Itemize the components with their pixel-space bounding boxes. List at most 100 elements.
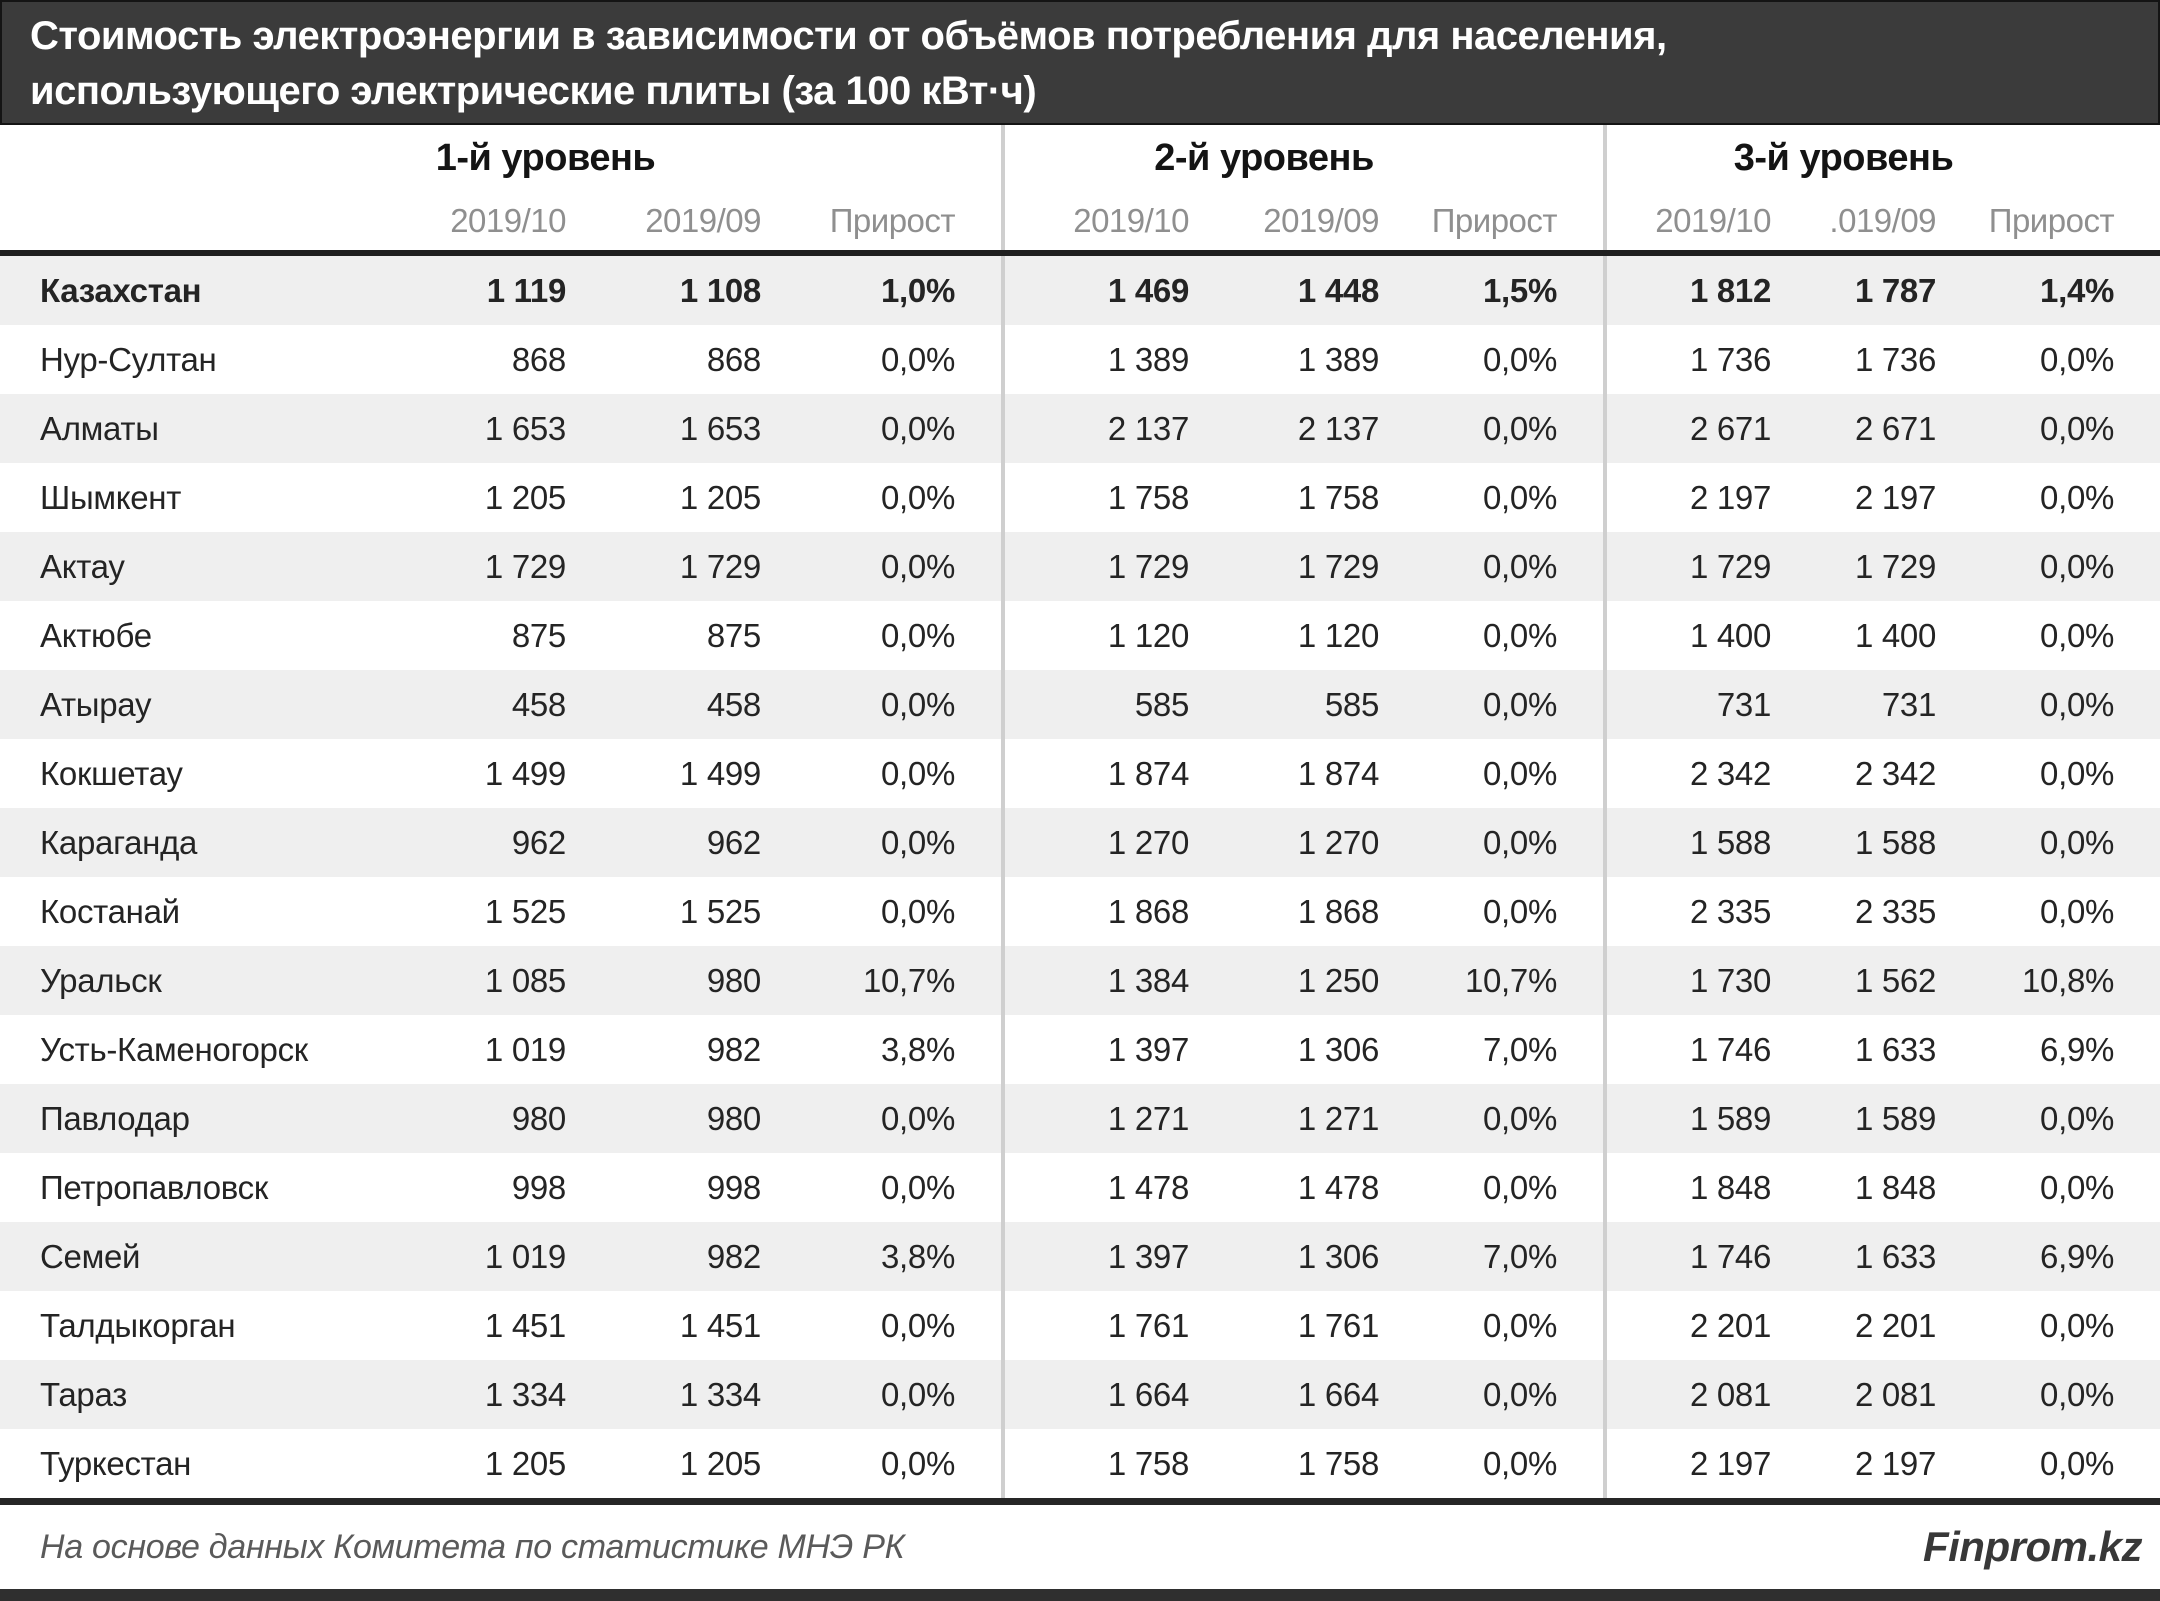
price-cell: 1 761 (1297, 1306, 1380, 1344)
table-row: Казахстан 1 119 1 108 1,0% 1 469 1 448 1,5% 1 8… (0, 253, 2160, 326)
growth-cell: 0,0% (1483, 892, 1558, 930)
table-row: Шымкент 1 205 1 205 0,0% 1 758 1 758 0,0% 2 197… (0, 463, 2160, 533)
price-cell: 1 664 (1297, 1375, 1380, 1413)
price-cell: 1 397 (1001, 1222, 1204, 1292)
region-label: Уральск (40, 961, 162, 999)
price-cell: 1 478 (1001, 1153, 1204, 1223)
price-cell: 1 664 (1001, 1360, 1204, 1430)
col-header-l2-sep: 2019/09 (1203, 191, 1394, 257)
col-header-l1-growth: Прирост (775, 191, 1004, 257)
price-cell: 868 (706, 340, 761, 378)
price-cell: 1 588 (1854, 823, 1937, 861)
price-cell: 458 (511, 685, 566, 723)
price-cell: 1 758 (1001, 1429, 1204, 1502)
growth-cell: 0,0% (880, 1375, 956, 1413)
growth-cell: 0,0% (1483, 823, 1558, 861)
table-body: Казахстан 1 119 1 108 1,0% 1 469 1 448 1,5% 1 8… (0, 253, 2160, 1502)
price-cell: 1 120 (1001, 601, 1204, 671)
price-cell: 1 758 (1001, 463, 1204, 533)
growth-cell: 0,0% (880, 547, 956, 585)
price-cell: 1 848 (1603, 1153, 1786, 1223)
price-cell: 980 (511, 1099, 566, 1137)
table-row: Петропавловск 998 998 0,0% 1 478 1 478 0,0% 1 8… (0, 1153, 2160, 1223)
growth-cell: 0,0% (1483, 1375, 1558, 1413)
price-cell: 458 (706, 685, 761, 723)
price-cell: 2 197 (1603, 463, 1786, 533)
price-cell: 1 525 (679, 892, 761, 930)
table-title-line2: использующего электрические плиты (за 10… (30, 69, 1037, 113)
price-cell: 1 451 (679, 1306, 761, 1344)
source-note: На основе данных Комитета по статистике … (40, 1527, 905, 1566)
col-header-l3-oct: 2019/10 (1603, 191, 1786, 257)
growth-cell: 0,0% (880, 754, 956, 792)
table-row: Актау 1 729 1 729 0,0% 1 729 1 729 0,0% 1 729 1 … (0, 532, 2160, 602)
price-cell: 1 271 (1297, 1099, 1380, 1137)
table-row: Алматы 1 653 1 653 0,0% 2 137 2 137 0,0% 2 671 2… (0, 394, 2160, 464)
region-label: Казахстан (40, 271, 202, 309)
growth-cell: 0,0% (2040, 340, 2115, 378)
growth-cell: 0,0% (1483, 409, 1558, 447)
region-label: Костанай (40, 892, 180, 930)
col-header-l1-sep: 2019/09 (580, 191, 775, 257)
price-cell: 1 736 (1603, 325, 1786, 395)
growth-cell: 0,0% (880, 1306, 956, 1344)
growth-cell: 3,8% (880, 1030, 956, 1068)
price-cell: 585 (1001, 670, 1204, 740)
price-cell: 1 868 (1001, 877, 1204, 947)
price-cell: 1 729 (1603, 532, 1786, 602)
price-cell: 1 389 (1001, 325, 1204, 395)
growth-cell: 0,0% (880, 1099, 956, 1137)
region-label: Павлодар (40, 1099, 190, 1137)
price-cell: 1 205 (484, 1444, 566, 1482)
price-cell: 2 201 (1603, 1291, 1786, 1361)
table-row: Туркестан 1 205 1 205 0,0% 1 758 1 758 0,0% 2 1… (0, 1429, 2160, 1502)
price-cell: 1 270 (1297, 823, 1380, 861)
growth-cell: 0,0% (2040, 1375, 2115, 1413)
title-bar: Стоимость электроэнергии в зависимости о… (0, 0, 2160, 126)
table-row: Костанай 1 525 1 525 0,0% 1 868 1 868 0,0% 2 33… (0, 877, 2160, 947)
price-cell: 2 201 (1854, 1306, 1937, 1344)
table-row: Уральск 1 085 980 10,7% 1 384 1 250 10,7% 1 730… (0, 946, 2160, 1016)
table-row: Актюбе 875 875 0,0% 1 120 1 120 0,0% 1 400 1 400… (0, 601, 2160, 671)
price-cell: 1 120 (1297, 616, 1380, 654)
price-cell: 2 335 (1603, 877, 1786, 947)
price-cell: 1 306 (1297, 1237, 1380, 1275)
price-cell: 875 (511, 616, 566, 654)
growth-cell: 0,0% (2040, 823, 2115, 861)
region-label: Атырау (40, 685, 152, 723)
region-label: Караганда (40, 823, 198, 861)
price-cell: 2 197 (1854, 1444, 1937, 1482)
col-header-l1-oct: 2019/10 (330, 191, 580, 257)
growth-cell: 0,0% (880, 409, 956, 447)
growth-cell: 0,0% (880, 823, 956, 861)
table-row: Караганда 962 962 0,0% 1 270 1 270 0,0% 1 588 1 … (0, 808, 2160, 878)
growth-cell: 0,0% (880, 616, 956, 654)
growth-cell: 7,0% (1483, 1237, 1558, 1275)
price-cell: 1 729 (679, 547, 761, 585)
price-cell: 731 (1603, 670, 1786, 740)
price-cell: 1 448 (1297, 271, 1380, 309)
price-cell: 1 736 (1854, 340, 1937, 378)
growth-cell: 6,9% (2040, 1237, 2115, 1275)
group-header-level1: 1-й уровень (435, 136, 656, 179)
col-header-l3-growth: Прирост (1950, 191, 2160, 257)
price-cell: 1 729 (484, 547, 566, 585)
price-cell: 1 758 (1297, 478, 1380, 516)
price-cell: 1 205 (484, 478, 566, 516)
growth-cell: 0,0% (1483, 1099, 1558, 1137)
price-cell: 1 812 (1603, 253, 1786, 326)
price-cell: 1 397 (1001, 1015, 1204, 1085)
price-cell: 1 562 (1854, 961, 1937, 999)
growth-cell: 0,0% (880, 685, 956, 723)
price-cell: 1 589 (1603, 1084, 1786, 1154)
region-label: Семей (40, 1237, 141, 1275)
price-cell: 998 (511, 1168, 566, 1206)
growth-cell: 0,0% (2040, 616, 2115, 654)
price-cell: 1 085 (484, 961, 566, 999)
price-cell: 962 (706, 823, 761, 861)
price-cell: 1 653 (679, 409, 761, 447)
price-cell: 2 671 (1854, 409, 1937, 447)
region-label: Нур-Султан (40, 340, 217, 378)
table-title-line1: Стоимость электроэнергии в зависимости о… (30, 14, 1667, 58)
